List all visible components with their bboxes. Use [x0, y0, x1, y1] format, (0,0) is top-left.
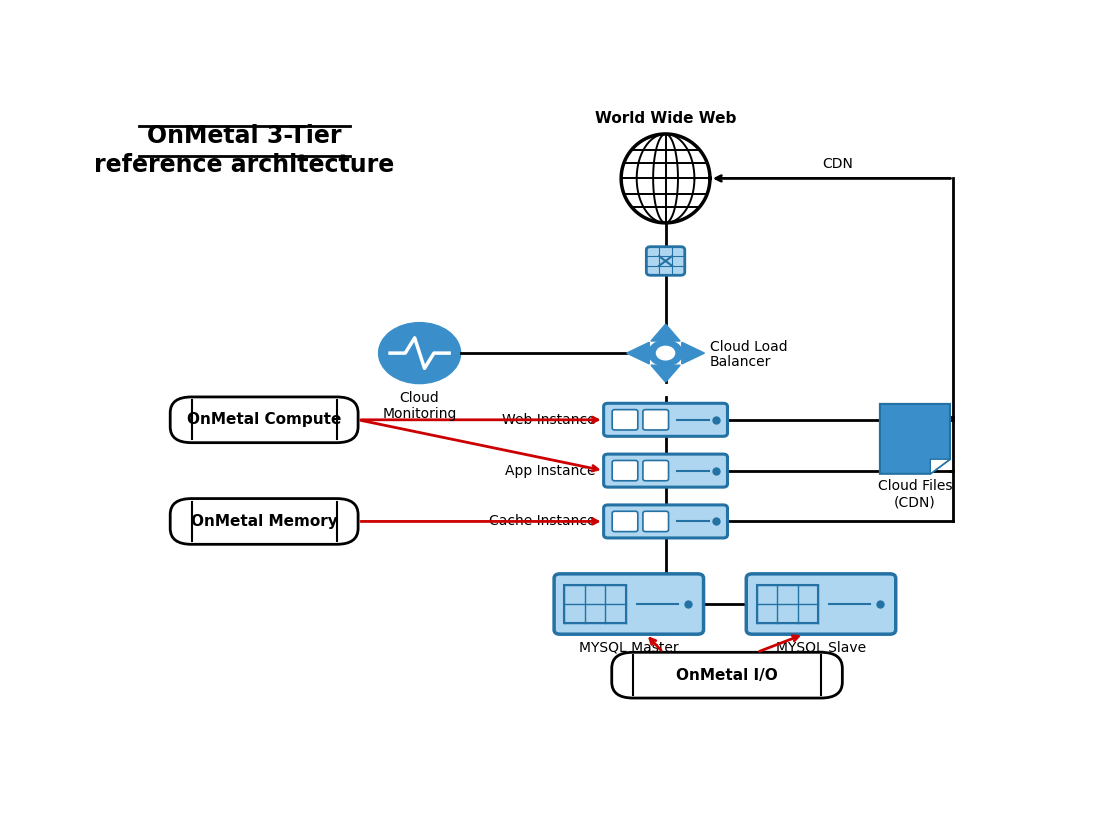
Text: Cache Instance: Cache Instance — [489, 515, 595, 529]
Polygon shape — [682, 342, 704, 364]
Text: Cloud
Monitoring: Cloud Monitoring — [382, 391, 456, 422]
FancyBboxPatch shape — [746, 574, 896, 634]
FancyBboxPatch shape — [612, 653, 842, 698]
FancyBboxPatch shape — [642, 460, 669, 481]
FancyBboxPatch shape — [613, 512, 638, 531]
FancyBboxPatch shape — [170, 498, 358, 544]
FancyBboxPatch shape — [613, 410, 638, 430]
FancyBboxPatch shape — [170, 397, 358, 443]
Text: Cloud Load: Cloud Load — [710, 340, 788, 354]
Circle shape — [379, 323, 461, 384]
FancyBboxPatch shape — [613, 460, 638, 481]
Circle shape — [657, 346, 674, 360]
FancyBboxPatch shape — [604, 403, 727, 436]
Text: Cloud Files
(CDN): Cloud Files (CDN) — [877, 478, 952, 509]
Text: OnMetal Memory: OnMetal Memory — [191, 514, 337, 529]
Polygon shape — [627, 342, 649, 364]
Text: Web Instance: Web Instance — [501, 412, 595, 427]
Polygon shape — [879, 404, 950, 474]
Polygon shape — [651, 324, 680, 341]
FancyBboxPatch shape — [554, 574, 703, 634]
Text: OnMetal I/O: OnMetal I/O — [677, 667, 778, 682]
Text: MYSQL Master: MYSQL Master — [579, 640, 679, 654]
FancyBboxPatch shape — [604, 454, 727, 487]
Text: OnMetal Compute: OnMetal Compute — [187, 412, 342, 427]
FancyBboxPatch shape — [642, 512, 669, 531]
Polygon shape — [930, 460, 950, 474]
Text: OnMetal 3-Tier: OnMetal 3-Tier — [148, 125, 342, 148]
Text: reference architecture: reference architecture — [95, 153, 395, 177]
Text: MYSQL Slave: MYSQL Slave — [776, 640, 866, 654]
Text: App Instance: App Instance — [505, 464, 595, 478]
Circle shape — [649, 341, 682, 365]
Text: World Wide Web: World Wide Web — [595, 111, 736, 126]
Polygon shape — [651, 365, 680, 382]
FancyBboxPatch shape — [642, 410, 669, 430]
Text: Balancer: Balancer — [710, 355, 771, 369]
FancyBboxPatch shape — [604, 505, 727, 538]
Text: CDN: CDN — [822, 157, 853, 171]
FancyBboxPatch shape — [647, 247, 684, 276]
